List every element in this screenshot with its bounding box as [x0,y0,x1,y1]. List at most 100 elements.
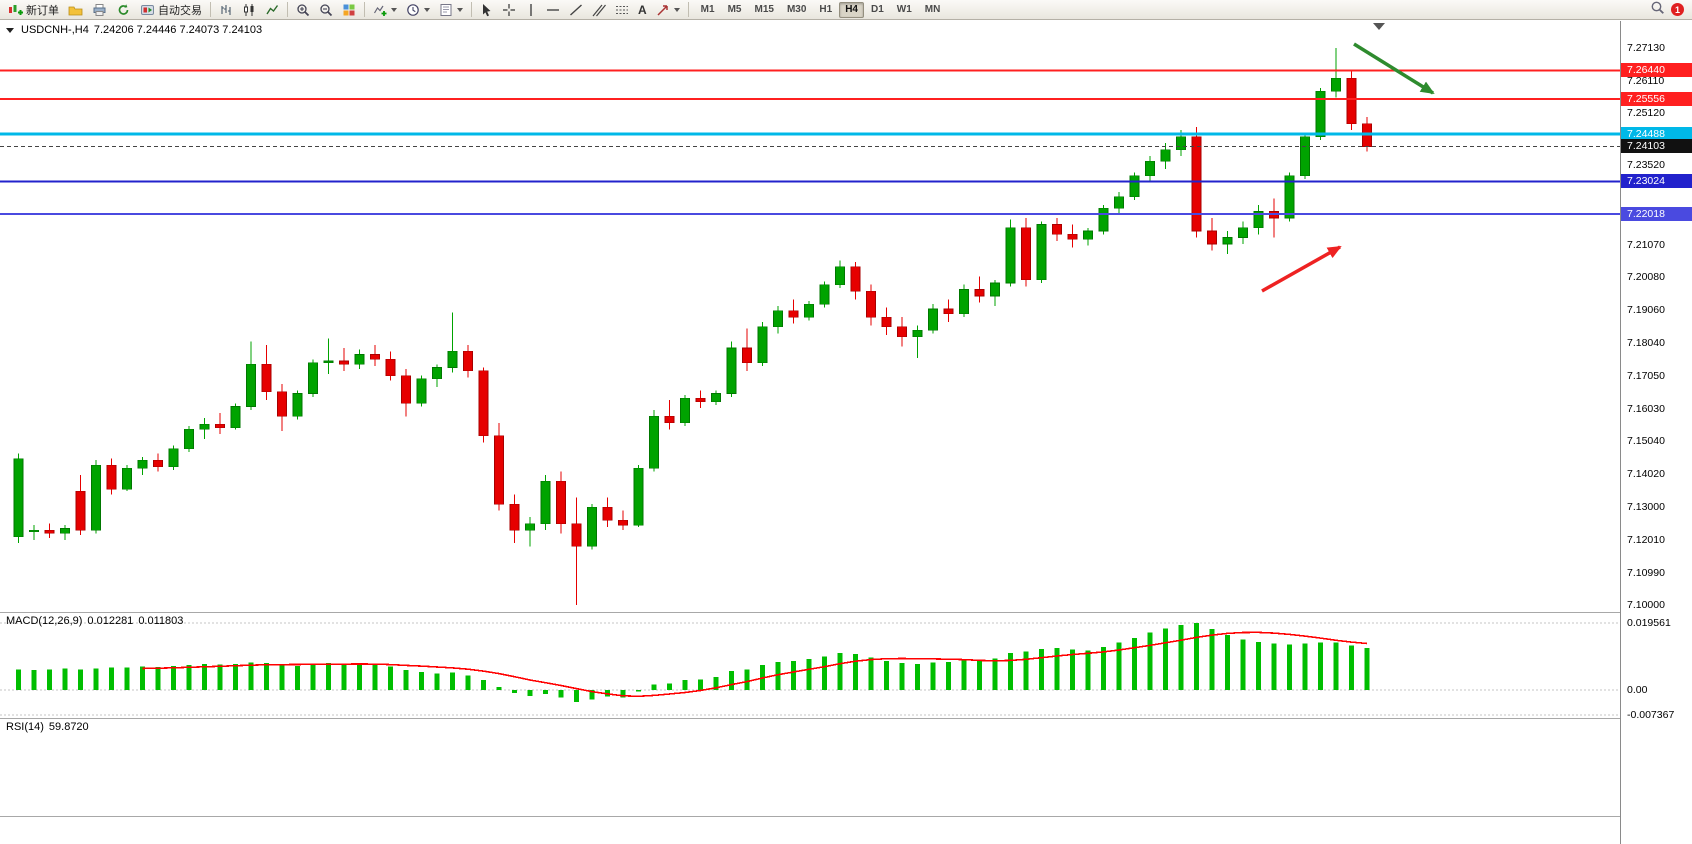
timeframe-button-M30[interactable]: M30 [786,3,807,15]
candle-body [246,363,256,407]
panel-separator [0,816,1692,817]
dropdown-caret-icon [673,7,680,12]
macd-histogram-bar [155,666,161,690]
price-tick-label: 7.14020 [1627,468,1665,481]
cursor-icon [480,3,493,17]
vertical-line-tool-button[interactable] [521,0,541,20]
timeframe-button-W1[interactable]: W1 [896,3,912,15]
candle-body [478,370,489,437]
periods-button[interactable] [402,0,434,20]
rsi-canvas[interactable] [0,719,1620,816]
open-file-button[interactable] [64,0,87,20]
price-tick-label: 7.15040 [1627,435,1665,447]
zoom-in-button[interactable] [292,0,314,20]
search-icon[interactable] [1650,0,1665,20]
candle-body [974,289,985,297]
timeframe-button-M1[interactable]: M1 [700,3,715,15]
refresh-button[interactable] [112,0,135,20]
candle-body [168,448,179,467]
chart-annotations-layer[interactable] [0,21,1620,612]
candle-body [106,464,117,490]
macd-histogram-bar [310,664,316,690]
toolbar-separator [210,2,211,17]
text-tool-button[interactable]: A [634,0,651,20]
macd-histogram-bar [698,679,703,690]
macd-histogram-bar [1364,647,1370,690]
price-tick-label: 7.12010 [1627,533,1665,546]
fibonacci-tool-button[interactable] [611,0,633,20]
notification-badge[interactable]: 1 [1671,3,1684,16]
timeframe-button-D1[interactable]: D1 [870,3,884,15]
price-chart-canvas[interactable] [0,21,1620,612]
macd-histogram-bar [682,680,688,690]
chart-shift-marker[interactable] [1373,23,1385,30]
channel-tool-button[interactable] [588,0,610,20]
horizontal-line-tool-button[interactable] [542,0,564,20]
candle-body [1160,149,1171,162]
candle-body [230,406,241,428]
zoom-out-button[interactable] [315,0,337,20]
panel-separator[interactable] [0,612,1692,613]
line-chart-icon [265,3,279,17]
macd-histogram-bar [977,659,982,690]
red-up-arrow[interactable] [1261,245,1342,293]
macd-histogram-bar [806,659,812,690]
candle-body [1098,207,1109,232]
line-chart-button[interactable] [261,0,283,20]
candle-body [1083,230,1093,240]
macd-title: MACD(12,26,9) 0.012281 0.011803 [6,615,183,627]
macd-histogram-bar [388,666,393,690]
arrows-tool-button[interactable] [652,0,684,20]
timeframe-button-M5[interactable]: M5 [727,3,742,15]
macd-histogram-bar [1054,648,1060,690]
indicators-button[interactable] [369,0,401,20]
tile-windows-button[interactable] [338,0,360,20]
chart-menu-caret-icon[interactable] [6,27,14,33]
macd-tick-label: 0.00 [1627,683,1648,696]
price-tick-label: 7.20080 [1627,271,1665,284]
auto-trading-button[interactable]: 自动交易 [136,0,206,20]
candle-body [819,284,830,305]
time-axis[interactable] [0,817,1620,844]
main-toolbar: 新订单 自动交易 [0,0,1692,20]
macd-histogram-bar [961,659,967,690]
new-order-icon [8,3,23,17]
macd-histogram-bar [775,661,781,690]
macd-canvas[interactable] [0,613,1620,718]
auto-trading-label: 自动交易 [158,4,202,17]
macd-histogram-bar [543,689,548,694]
price-axis[interactable]: 7.27130 7.26110 7.25120 7.23520 7.21070 7.200… [1620,21,1692,844]
timeframe-button-H4[interactable]: H4 [839,1,864,18]
macd-histogram-bar [496,687,502,690]
macd-histogram-bar [1240,639,1246,690]
macd-histogram-bar [512,689,517,694]
trendline-tool-button[interactable] [565,0,587,20]
templates-button[interactable] [435,0,467,20]
timeframe-button-MN[interactable]: MN [924,3,941,15]
candle-body [75,490,86,531]
green-down-arrow[interactable] [1353,42,1435,95]
macd-histogram-bar [1070,649,1075,690]
crosshair-tool-button[interactable] [498,0,520,20]
print-button[interactable] [88,0,111,20]
macd-histogram-bar [1132,637,1137,690]
candle-body [494,435,504,505]
bar-chart-button[interactable] [215,0,237,20]
template-icon [439,3,453,17]
cursor-tool-button[interactable] [476,0,497,20]
new-order-button[interactable]: 新订单 [4,0,63,20]
macd-histogram-bar [1225,635,1230,690]
candle-body [587,507,597,547]
timeframe-button-H1[interactable]: H1 [819,3,833,15]
candle-body [13,458,24,537]
candle-body [680,398,690,424]
panel-separator[interactable] [0,718,1692,719]
candle-body [928,308,938,331]
macd-histogram-bar [667,683,672,690]
candle-body [959,289,969,315]
candle-body [153,459,163,467]
macd-histogram-bar [1085,650,1091,690]
candle-body [1315,90,1326,138]
candlestick-chart-button[interactable] [238,0,260,20]
timeframe-button-M15[interactable]: M15 [754,3,774,15]
